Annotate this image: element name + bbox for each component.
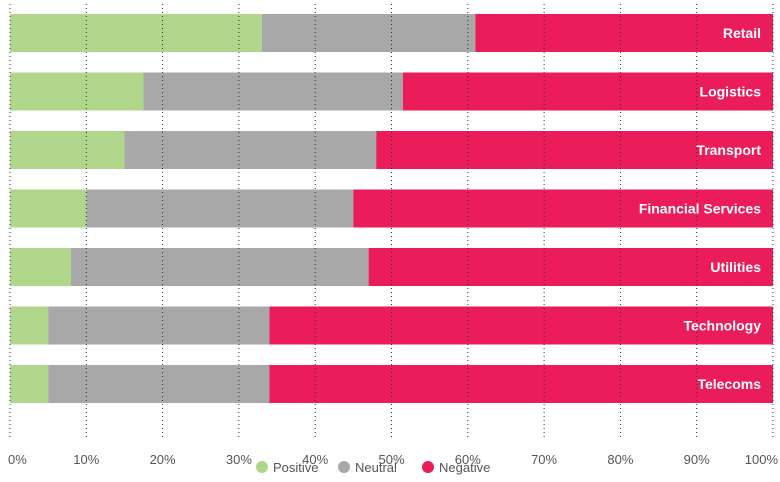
bar-neutral-financial-services	[86, 189, 354, 228]
x-tick-label: 90%	[684, 452, 710, 467]
bar-negative-financial-services	[353, 189, 773, 228]
bar-positive-retail	[10, 14, 262, 52]
legend: Positive Neutral Negative	[256, 460, 490, 475]
x-tick-label: 50%	[378, 452, 404, 467]
legend-marker-positive	[256, 461, 268, 473]
legend-label-positive: Positive	[273, 460, 319, 475]
legend-label-neutral: Neutral	[355, 460, 397, 475]
bar-area	[10, 14, 773, 403]
x-tick-label: 80%	[607, 452, 633, 467]
x-axis-ticks: 0% 10% 20% 30% 40% 50% 60% 70% 80% 90% 100%	[8, 452, 778, 467]
bar-positive-telecoms	[10, 365, 49, 403]
category-label-technology: Technology	[683, 318, 761, 334]
category-label-telecoms: Telecoms	[697, 376, 761, 392]
bar-neutral-transport	[124, 131, 377, 169]
category-label-logistics: Logistics	[700, 84, 762, 100]
bar-neutral-technology	[48, 306, 270, 345]
x-tick-label: 60%	[455, 452, 481, 467]
bar-negative-logistics	[402, 72, 773, 111]
category-label-utilities: Utilities	[710, 259, 761, 275]
x-tick-label: 10%	[73, 452, 99, 467]
category-label-financial-services: Financial Services	[639, 201, 761, 217]
bar-negative-transport	[376, 131, 773, 169]
x-tick-label: 20%	[150, 452, 176, 467]
x-tick-label: 70%	[531, 452, 557, 467]
bar-positive-technology	[10, 306, 49, 345]
bar-positive-transport	[10, 131, 125, 169]
bar-positive-utilities	[10, 248, 72, 286]
legend-label-negative: Negative	[439, 460, 490, 475]
bar-negative-retail	[475, 14, 773, 52]
legend-marker-negative	[422, 461, 434, 473]
bar-neutral-logistics	[143, 72, 403, 111]
bar-negative-utilities	[368, 248, 773, 286]
x-tick-label: 0%	[8, 452, 27, 467]
x-tick-label: 30%	[226, 452, 252, 467]
bar-negative-technology	[269, 306, 773, 345]
category-label-retail: Retail	[723, 25, 761, 41]
x-tick-label: 100%	[745, 452, 779, 467]
bar-negative-telecoms	[269, 365, 773, 403]
x-tick-label: 40%	[302, 452, 328, 467]
bar-positive-financial-services	[10, 189, 87, 228]
gridlines	[9, 4, 774, 440]
legend-marker-neutral	[338, 461, 350, 473]
bar-neutral-retail	[261, 14, 476, 52]
category-label-transport: Transport	[696, 142, 761, 158]
bar-neutral-telecoms	[48, 365, 270, 403]
bar-positive-logistics	[10, 72, 144, 111]
category-labels: Retail Logistics Transport Financial Servic…	[639, 25, 762, 392]
bar-neutral-utilities	[71, 248, 369, 286]
